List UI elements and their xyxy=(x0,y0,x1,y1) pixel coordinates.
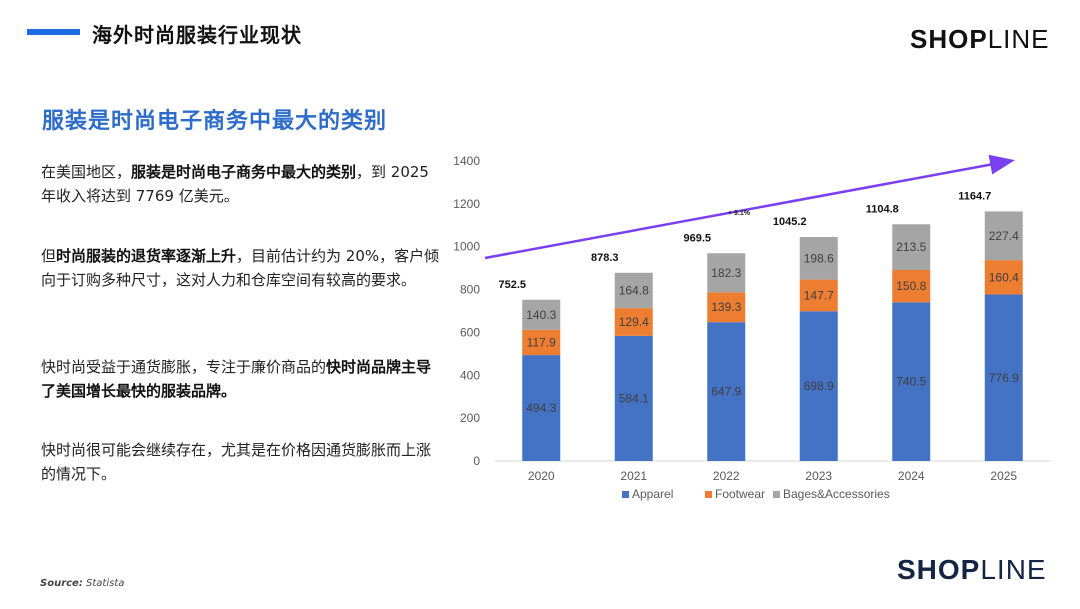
data-label: 117.9 xyxy=(527,335,556,349)
bar-bages-accessories-2025 xyxy=(984,211,1023,261)
bar-footwear-2024 xyxy=(892,270,931,303)
total-label: 752.5 xyxy=(498,279,526,291)
p1-text-c: ，到 2025 年收入将达到 7769 亿美元。 xyxy=(41,163,429,205)
p3-text-bold: 快时尚品牌主导了美国增长最快的服装品牌。 xyxy=(41,358,432,400)
legend-label: Footwear xyxy=(715,487,765,501)
paragraph-4: 快时尚很可能会继续存在，尤其是在价格因通货膨胀而上涨的情况下。 xyxy=(41,438,441,486)
shopline-logo-top: SHOPLINE xyxy=(910,24,1050,55)
y-tick-label: 600 xyxy=(460,325,480,339)
source-label: Source: xyxy=(40,578,83,589)
y-tick-label: 0 xyxy=(473,454,480,468)
data-label: 494.3 xyxy=(526,401,556,415)
bar-footwear-2020 xyxy=(522,329,561,356)
total-label: 1164.7 xyxy=(958,190,991,202)
data-label: 150.8 xyxy=(896,279,926,293)
legend-swatch xyxy=(705,491,712,498)
data-label: 182.3 xyxy=(711,266,741,280)
y-tick-label: 800 xyxy=(460,283,480,297)
data-label: 227.4 xyxy=(989,229,1019,243)
data-label: 164.8 xyxy=(619,283,649,297)
legend-label: Apparel xyxy=(632,487,673,501)
p1-text-bold: 服装是时尚电子商务中最大的类别 xyxy=(131,163,357,181)
p2-text-c: ，目前估计约为 20%，客户倾向于订购多种尺寸，这对人力和仓库空间有较高的要求。 xyxy=(41,247,440,289)
y-tick-label: 200 xyxy=(460,411,480,425)
bar-bages-accessories-2022 xyxy=(707,253,746,293)
source-note: Source: Statista xyxy=(40,578,124,589)
x-tick-label: 2024 xyxy=(898,469,925,483)
trend-label: + 9.1% xyxy=(728,210,751,217)
paragraph-3: 快时尚受益于通货膨胀，专注于廉价商品的快时尚品牌主导了美国增长最快的服装品牌。 xyxy=(41,355,441,403)
p4-text-a: 快时尚很可能会继续存在，尤其是在价格因通货膨胀而上涨的情况下。 xyxy=(41,441,432,483)
page-title: 海外时尚服装行业现状 xyxy=(92,23,302,47)
bar-apparel-2022 xyxy=(707,322,746,461)
p1-text-a: 在美国地区， xyxy=(41,163,132,181)
source-value: Statista xyxy=(86,578,125,589)
data-label: 213.5 xyxy=(896,240,926,254)
bar-apparel-2025 xyxy=(984,294,1023,461)
p2-text-bold: 时尚服装的退货率逐渐上升 xyxy=(56,247,237,265)
total-label: 1104.8 xyxy=(866,203,899,215)
data-label: 698.9 xyxy=(804,379,834,393)
logo-light-text: LINE xyxy=(987,24,1050,54)
y-tick-label: 400 xyxy=(460,368,480,382)
x-tick-label: 2021 xyxy=(620,469,647,483)
bar-apparel-2021 xyxy=(614,335,653,461)
paragraph-2: 但时尚服装的退货率逐渐上升，目前估计约为 20%，客户倾向于订购多种尺寸，这对人… xyxy=(41,244,441,292)
total-label: 878.3 xyxy=(591,252,619,264)
legend-label: Bages&Accessories xyxy=(783,487,890,501)
shopline-logo-bottom: SHOPLINE xyxy=(897,554,1047,586)
logo-bold-text: SHOP xyxy=(897,554,981,585)
y-tick-label: 1200 xyxy=(453,197,480,211)
data-label: 740.5 xyxy=(896,375,926,389)
bar-bages-accessories-2023 xyxy=(799,237,838,280)
section-heading: 服装是时尚电子商务中最大的类别 xyxy=(42,109,388,134)
trend-arrow xyxy=(484,154,1015,260)
x-tick-label: 2025 xyxy=(990,469,1017,483)
data-label: 584.1 xyxy=(619,391,649,405)
bar-bages-accessories-2024 xyxy=(892,224,931,271)
p3-text-a: 快时尚受益于通货膨胀，专注于廉价商品的 xyxy=(41,358,327,376)
header-accent-bar xyxy=(27,29,80,35)
bar-footwear-2025 xyxy=(984,260,1023,295)
logo-light-text: LINE xyxy=(980,554,1047,585)
data-label: 198.6 xyxy=(804,251,834,265)
bar-apparel-2020 xyxy=(522,355,561,461)
total-label: 1045.2 xyxy=(773,216,807,228)
legend-swatch xyxy=(773,491,780,498)
bar-footwear-2021 xyxy=(614,308,653,336)
bar-bages-accessories-2021 xyxy=(614,272,653,309)
y-tick-label: 1000 xyxy=(453,240,480,254)
x-tick-label: 2020 xyxy=(528,469,555,483)
bar-footwear-2022 xyxy=(707,292,746,323)
data-label: 647.9 xyxy=(711,385,741,399)
data-label: 160.4 xyxy=(989,270,1019,284)
data-label: 776.9 xyxy=(989,371,1019,385)
data-label: 147.7 xyxy=(804,288,834,302)
total-label: 969.5 xyxy=(683,232,711,244)
bar-bages-accessories-2020 xyxy=(522,299,561,330)
x-tick-label: 2023 xyxy=(805,469,832,483)
y-tick-label: 1400 xyxy=(453,154,480,168)
bar-footwear-2023 xyxy=(799,279,838,312)
x-tick-label: 2022 xyxy=(713,469,740,483)
legend-swatch xyxy=(622,491,629,498)
bar-apparel-2023 xyxy=(799,311,838,461)
stacked-bar-chart: 0 200 400 600 800 1000 1200 1400 494.3 117.9 140.3… xyxy=(453,154,1050,501)
p2-text-a: 但 xyxy=(41,247,57,265)
bar-apparel-2024 xyxy=(892,302,931,461)
data-label: 140.3 xyxy=(526,308,556,322)
data-label: 139.3 xyxy=(711,300,741,314)
paragraph-1: 在美国地区，服装是时尚电子商务中最大的类别，到 2025 年收入将达到 7769… xyxy=(41,160,441,208)
data-label: 129.4 xyxy=(619,315,649,329)
logo-bold-text: SHOP xyxy=(910,24,988,54)
